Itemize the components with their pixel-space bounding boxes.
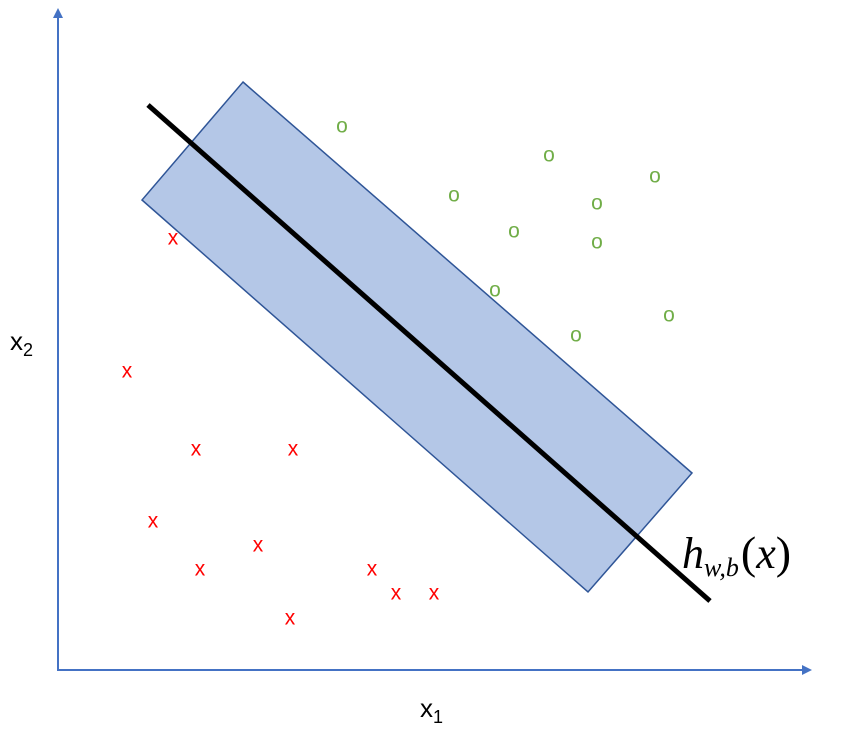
hyperplane-label: hw,b(x): [682, 527, 791, 582]
negative-point: x: [168, 227, 179, 250]
y-axis-label: x2: [10, 326, 33, 360]
negative-point: x: [391, 582, 402, 605]
negative-point: x: [191, 438, 202, 461]
positive-point: o: [663, 304, 675, 327]
positive-point: o: [649, 165, 661, 188]
negative-point: x: [148, 510, 159, 533]
negative-point: x: [122, 360, 133, 383]
decision-boundary-line: [146, 103, 712, 603]
positive-point: o: [591, 231, 603, 254]
positive-point: o: [448, 184, 460, 207]
negative-point: x: [285, 607, 296, 630]
positive-point: o: [336, 115, 348, 138]
negative-point: x: [253, 534, 264, 557]
positive-point: o: [570, 324, 582, 347]
negative-point: x: [429, 582, 440, 605]
positive-point: o: [489, 279, 501, 302]
x-axis-label: x1: [420, 693, 443, 727]
negative-point: x: [195, 558, 206, 581]
negative-point: x: [367, 558, 378, 581]
positive-point: o: [543, 144, 555, 167]
positive-point: o: [591, 192, 603, 215]
positive-point: o: [508, 220, 520, 243]
negative-point: x: [288, 438, 299, 461]
